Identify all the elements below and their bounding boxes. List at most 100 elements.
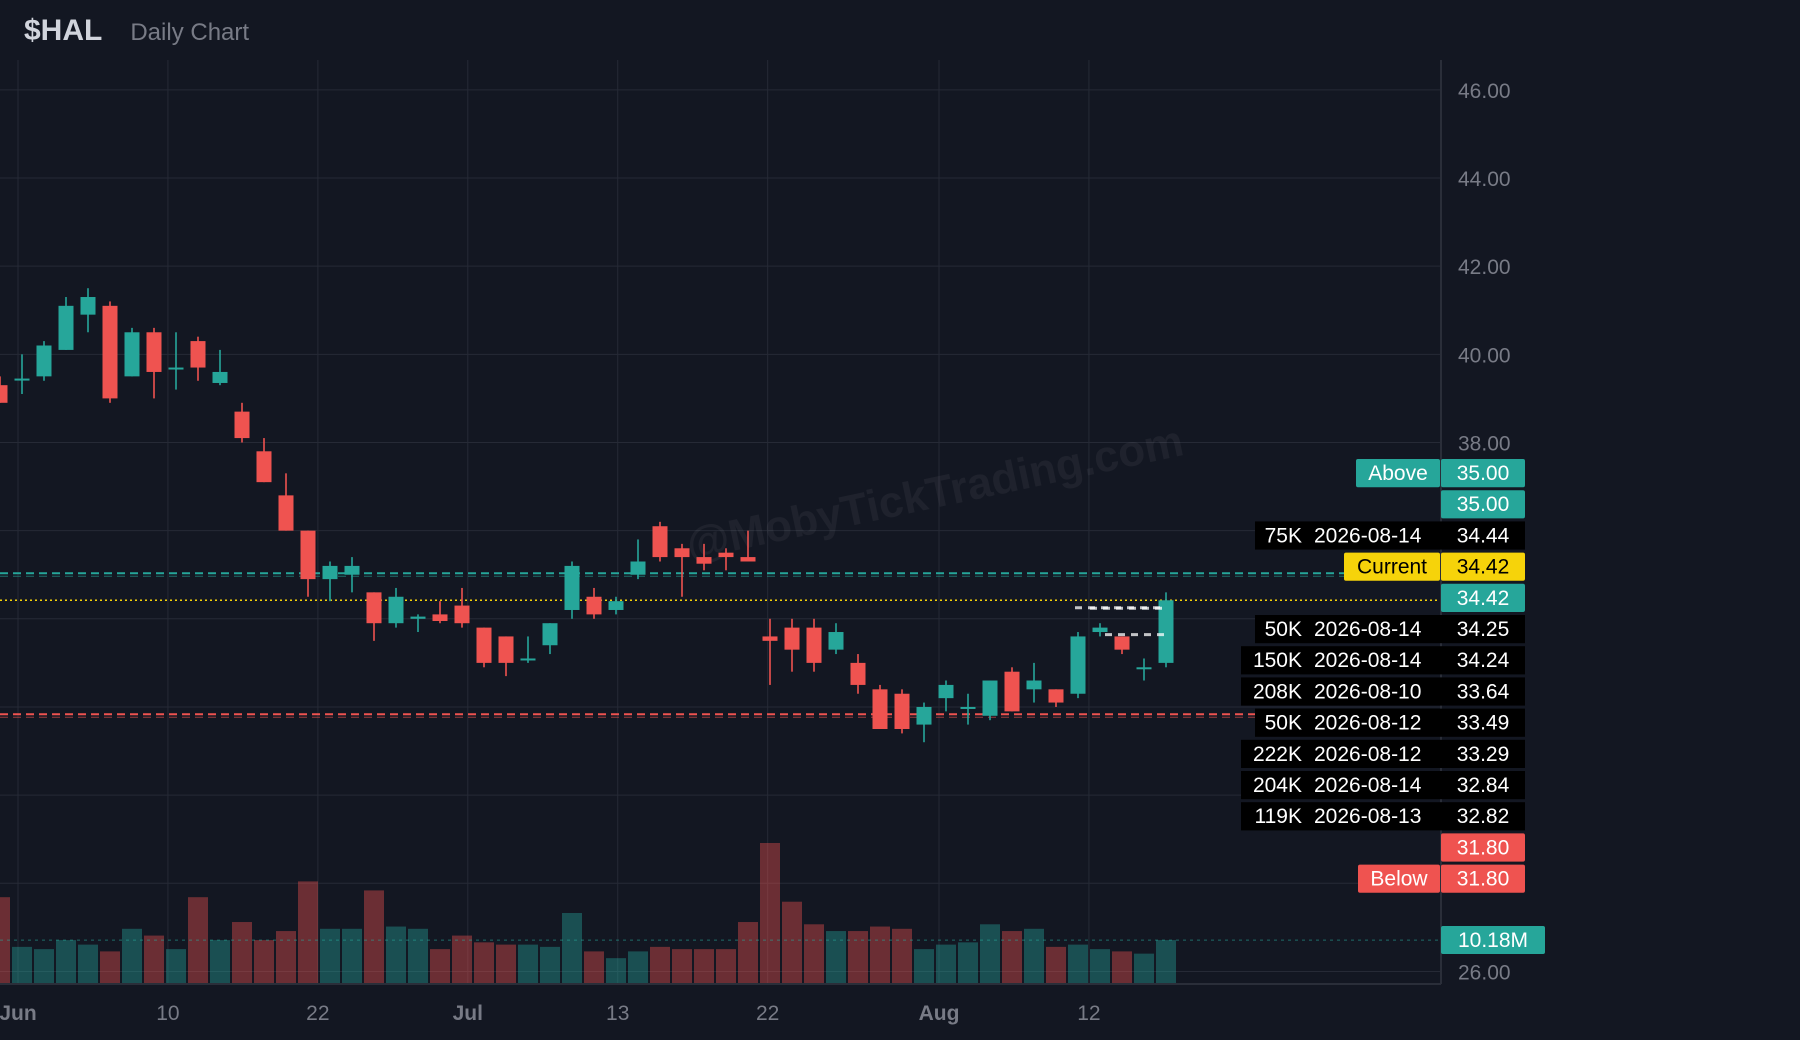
candle-body <box>1158 600 1174 663</box>
price-tick-label: 38.00 <box>1458 432 1511 455</box>
volume-bar <box>826 931 846 983</box>
flow-size: 208K <box>1253 680 1302 703</box>
volume-bar <box>342 928 362 983</box>
current-label: Current <box>1357 556 1427 579</box>
flow-size: 119K <box>1255 805 1303 828</box>
price-tag: 35.00 <box>1457 493 1510 516</box>
flow-row-bg <box>1255 521 1525 550</box>
flow-price-marks <box>1075 606 1165 637</box>
time-tick-label: 22 <box>306 1002 329 1025</box>
candle-body <box>256 451 272 483</box>
flow-size: 150K <box>1253 649 1302 672</box>
candle-body <box>410 616 426 619</box>
flow-size: 50K <box>1265 712 1302 735</box>
volume-bar <box>870 926 890 983</box>
candle-body <box>916 706 932 725</box>
flow-price: 34.44 <box>1457 524 1510 547</box>
volume-bar <box>1090 949 1110 983</box>
candle-body <box>454 605 470 624</box>
volume-bar <box>584 951 604 983</box>
volume-bar <box>166 949 186 983</box>
volume-tag: 10.18M <box>1458 929 1528 952</box>
flow-date: 2026-08-14 <box>1314 774 1422 797</box>
candle-body <box>564 565 580 610</box>
volume-bar <box>320 928 340 983</box>
flow-price: 33.49 <box>1457 712 1510 735</box>
above-price-tag: 35.00 <box>1457 462 1510 485</box>
volume-bar <box>408 928 428 983</box>
candle-body <box>740 557 756 562</box>
candle-body <box>124 332 140 377</box>
flow-size: 222K <box>1253 743 1302 766</box>
flow-price: 33.29 <box>1457 743 1510 766</box>
candle-body <box>718 552 734 558</box>
volume-bar <box>100 951 120 983</box>
ticker-symbol: $HAL <box>24 14 103 47</box>
volume-bar <box>34 949 54 983</box>
volume-tag-bg <box>1441 926 1545 954</box>
flow-row-bg <box>1241 646 1525 675</box>
candle-body <box>762 636 778 641</box>
volume-bar <box>694 949 714 983</box>
flow-row-bg <box>1255 708 1525 737</box>
above-label: Above <box>1368 462 1428 485</box>
volume-bar <box>1024 928 1044 983</box>
time-tick-label: Aug <box>919 1002 960 1025</box>
volume-bar <box>1046 946 1066 983</box>
candle-body <box>938 684 954 699</box>
volume-bar <box>782 901 802 983</box>
flow-date: 2026-08-13 <box>1314 805 1421 828</box>
candle-body <box>542 623 558 646</box>
candle-body <box>366 592 382 624</box>
candle-body <box>1070 636 1086 694</box>
volume-bar <box>936 944 956 983</box>
volume-bar <box>452 935 472 983</box>
candle-body <box>432 614 448 622</box>
volume-bar <box>760 843 780 983</box>
flow-row-bg <box>1241 802 1525 831</box>
flow-row-bg <box>1255 615 1525 644</box>
watermark: @MobyTickTrading.com <box>682 417 1188 570</box>
volume-bar <box>1068 944 1088 983</box>
candle-body <box>1004 671 1020 712</box>
axis-tags: Above 35.00 35.00 75K 2026-08-14 34.44 50K 2026… <box>1241 459 1545 954</box>
candle-body <box>80 297 96 315</box>
candle-body <box>14 378 30 381</box>
price-tick-label: 26.00 <box>1458 961 1511 984</box>
volume-bar <box>56 940 76 983</box>
candle-body <box>212 371 228 383</box>
volume-bar <box>496 944 516 983</box>
below-label-bg <box>1358 864 1440 893</box>
candle-body <box>190 341 206 368</box>
volume-bar <box>386 926 406 983</box>
volume-bar <box>210 940 230 983</box>
candle-body <box>36 345 52 377</box>
time-tick-label: 10 <box>156 1002 179 1025</box>
candles <box>0 288 1174 743</box>
flow-row-bg <box>1241 677 1525 706</box>
below-price-tag-upper: 31.80 <box>1457 836 1510 859</box>
candle-body <box>674 548 690 558</box>
candle-body <box>388 596 404 624</box>
volume-bar <box>1112 951 1132 983</box>
time-tick-label: 12 <box>1077 1002 1100 1025</box>
candle-body <box>102 305 118 399</box>
time-axis: Jun 10 22 Jul 13 22 Aug 12 <box>0 1002 1101 1025</box>
candle-body <box>300 530 316 580</box>
flow-date: 2026-08-12 <box>1314 712 1421 735</box>
volume-bar <box>958 942 978 983</box>
flow-price: 32.82 <box>1457 805 1510 828</box>
volume-bar <box>518 944 538 983</box>
volume-bar <box>276 931 296 983</box>
volume-bar <box>1156 940 1176 983</box>
time-tick-label: Jul <box>453 1002 483 1025</box>
flow-size: 50K <box>1265 618 1302 641</box>
volume-bar <box>606 958 626 983</box>
candle-body <box>1092 627 1108 633</box>
candle-body <box>1026 680 1042 690</box>
price-tick-label: 40.00 <box>1458 344 1511 367</box>
volume-bar <box>122 928 142 983</box>
candle-body <box>322 565 338 580</box>
volume-bar <box>672 949 692 983</box>
